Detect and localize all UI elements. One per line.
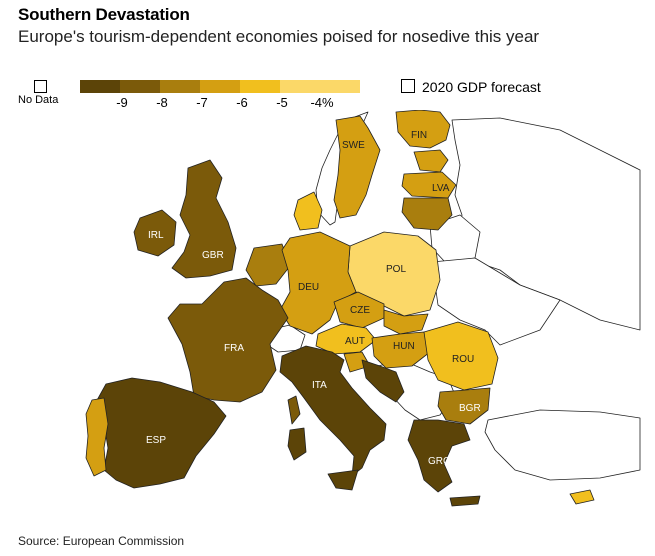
country-gbr — [171, 159, 237, 279]
label-pol: POL — [386, 264, 406, 275]
country-prt — [85, 397, 109, 477]
scale-tick-label: -9 — [116, 95, 128, 110]
label-gbr: GBR — [202, 250, 224, 261]
country-grc — [407, 419, 471, 493]
scale-swatch — [80, 80, 120, 93]
scale-swatch — [160, 80, 200, 93]
scale-tick-label: -6 — [236, 95, 248, 110]
chart-subtitle: Europe's tourism-dependent economies poi… — [18, 27, 540, 46]
chart-title: Southern Devastation — [18, 5, 190, 24]
country-ukraine — [431, 257, 561, 346]
country-swe — [333, 115, 381, 219]
label-bgr: BGR — [459, 403, 481, 414]
scale-tick-label: -8 — [156, 95, 168, 110]
country-sardinia — [287, 427, 307, 461]
scale-swatch — [200, 80, 240, 93]
country-fra — [167, 277, 289, 403]
country-nld-bel — [245, 243, 291, 287]
country-turkey — [484, 409, 641, 481]
label-swe: SWE — [342, 140, 365, 151]
label-fin: FIN — [411, 130, 427, 141]
scale-tick-label: -7 — [196, 95, 208, 110]
country-esp — [95, 377, 227, 489]
country-svk — [383, 309, 429, 335]
label-aut: AUT — [345, 336, 365, 347]
no-data-swatch — [34, 80, 47, 93]
label-lva: LVA — [432, 183, 450, 194]
scale-tick-label: -5 — [276, 95, 288, 110]
country-hrv — [361, 359, 405, 403]
country-dnk — [293, 191, 323, 231]
scale-swatch — [280, 80, 360, 93]
label-rou: ROU — [452, 354, 474, 365]
country-bgr — [437, 387, 491, 425]
no-data-label: No Data — [18, 94, 59, 106]
country-ltu — [401, 197, 453, 231]
label-ita: ITA — [312, 380, 327, 391]
country-rou — [423, 321, 499, 391]
country-ita — [279, 345, 387, 477]
label-irl: IRL — [148, 230, 164, 241]
forecast-legend-swatch — [401, 79, 415, 93]
country-fin — [395, 110, 451, 149]
label-fra: FRA — [224, 343, 244, 354]
europe-map: FIN SWE LVA IRL GBR POL DEU CZE FRA AUT … — [85, 110, 641, 507]
label-cze: CZE — [350, 305, 370, 316]
label-esp: ESP — [146, 435, 166, 446]
country-deu — [279, 231, 357, 335]
country-corsica — [287, 395, 301, 425]
label-hun: HUN — [393, 341, 415, 352]
scale-swatch — [240, 80, 280, 93]
country-cyprus — [569, 489, 595, 505]
source-note: Source: European Commission — [18, 534, 185, 548]
label-deu: DEU — [298, 282, 319, 293]
scale-tick-label: -4% — [310, 95, 334, 110]
scale-swatch — [120, 80, 160, 93]
label-grc: GRC — [428, 456, 450, 467]
country-est — [413, 149, 449, 173]
forecast-legend-label: 2020 GDP forecast — [422, 79, 541, 95]
country-hun — [371, 331, 431, 369]
country-aut — [315, 323, 377, 355]
country-sicily — [327, 469, 359, 491]
country-irl — [133, 209, 177, 257]
country-crete — [449, 495, 481, 507]
